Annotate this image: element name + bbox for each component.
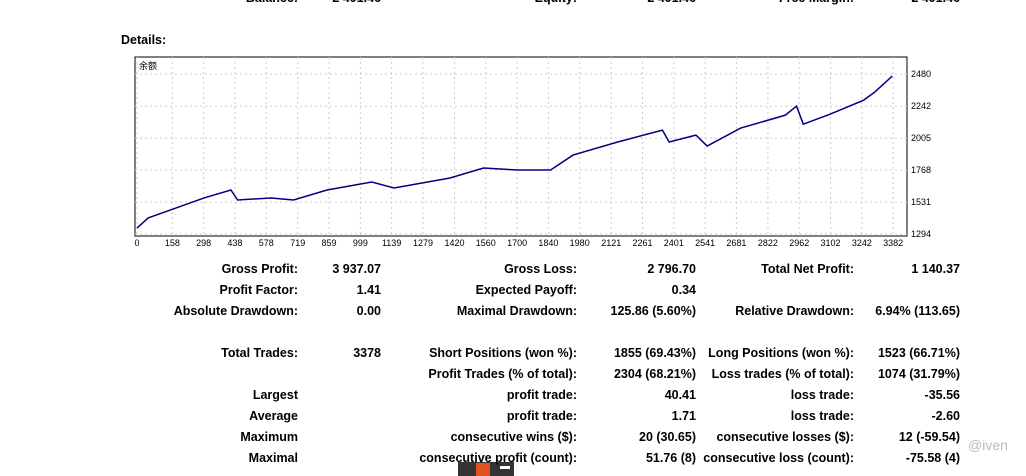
table-cell: 2 796.70 — [647, 262, 696, 276]
table-cell: -75.58 (4) — [906, 451, 960, 465]
table-cell: Maximum — [240, 430, 298, 444]
x-tick-label: 1560 — [476, 238, 496, 248]
x-tick-label: 2681 — [726, 238, 746, 248]
table-cell: 12 (-59.54) — [899, 430, 960, 444]
table-cell: -2.60 — [932, 409, 961, 423]
x-tick-label: 3102 — [821, 238, 841, 248]
x-tick-label: 2121 — [601, 238, 621, 248]
x-tick-label: 999 — [353, 238, 368, 248]
table-cell: Gross Profit: — [222, 262, 298, 276]
table-cell: 1.41 — [357, 283, 381, 297]
x-tick-label: 3242 — [852, 238, 872, 248]
x-tick-label: 2962 — [789, 238, 809, 248]
header-cell: Free Margin: — [779, 0, 854, 5]
taskbar-icon — [458, 462, 514, 476]
y-tick-label: 1768 — [911, 165, 931, 175]
header-cell: 2 491.46 — [911, 0, 960, 5]
table-cell: loss trade: — [791, 388, 854, 402]
x-tick-label: 2401 — [664, 238, 684, 248]
table-cell: profit trade: — [507, 388, 577, 402]
table-cell: 1.71 — [672, 409, 696, 423]
table-cell: 125.86 (5.60%) — [611, 304, 696, 318]
table-cell: Short Positions (won %): — [429, 346, 577, 360]
table-cell: 2304 (68.21%) — [614, 367, 696, 381]
x-tick-label: 2541 — [695, 238, 715, 248]
table-cell: Total Net Profit: — [761, 262, 854, 276]
y-tick-label: 2242 — [911, 101, 931, 111]
table-cell: Total Trades: — [221, 346, 298, 360]
table-cell: profit trade: — [507, 409, 577, 423]
table-cell: loss trade: — [791, 409, 854, 423]
details-label: Details: — [121, 33, 166, 47]
x-tick-label: 2822 — [758, 238, 778, 248]
x-tick-label: 1700 — [507, 238, 527, 248]
table-cell: 40.41 — [665, 388, 696, 402]
table-cell: 1855 (69.43%) — [614, 346, 696, 360]
header-cell: Equity: — [535, 0, 577, 5]
y-tick-label: 1294 — [911, 229, 931, 239]
x-tick-label: 578 — [259, 238, 274, 248]
header-cell: 2 491.46 — [332, 0, 381, 5]
table-cell: Maximal — [249, 451, 298, 465]
y-tick-label: 1531 — [911, 197, 931, 207]
x-tick-label: 3382 — [883, 238, 903, 248]
table-cell: Profit Factor: — [220, 283, 298, 297]
table-cell: 3378 — [353, 346, 381, 360]
table-cell: 51.76 (8) — [646, 451, 696, 465]
x-tick-label: 719 — [290, 238, 305, 248]
table-cell: 20 (30.65) — [639, 430, 696, 444]
table-cell: -35.56 — [925, 388, 960, 402]
table-cell: Long Positions (won %): — [708, 346, 854, 360]
watermark: @iven — [968, 437, 1008, 453]
x-tick-label: 859 — [322, 238, 337, 248]
x-tick-label: 2261 — [632, 238, 652, 248]
y-tick-label: 2005 — [911, 133, 931, 143]
x-tick-label: 1420 — [444, 238, 464, 248]
x-tick-label: 0 — [135, 238, 140, 248]
header-cell: 2 491.46 — [647, 0, 696, 5]
table-cell: Largest — [253, 388, 299, 402]
table-cell: Relative Drawdown: — [735, 304, 854, 318]
chart-frame — [134, 56, 908, 237]
table-cell: consecutive profit (count): — [419, 451, 577, 465]
balance-line — [136, 75, 893, 229]
table-cell: 1 140.37 — [911, 262, 960, 276]
x-tick-label: 298 — [196, 238, 211, 248]
table-cell: 3 937.07 — [332, 262, 381, 276]
x-tick-label: 1980 — [570, 238, 590, 248]
chart-title: 余额 — [139, 60, 157, 71]
x-tick-label: 158 — [165, 238, 180, 248]
table-cell: Maximal Drawdown: — [457, 304, 577, 318]
table-cell: Gross Loss: — [504, 262, 577, 276]
header-cell: Balance: — [246, 0, 298, 5]
table-cell: Loss trades (% of total): — [712, 367, 854, 381]
y-tick-label: 2480 — [911, 69, 931, 79]
table-cell: 0.34 — [672, 283, 696, 297]
table-cell: consecutive wins ($): — [451, 430, 577, 444]
table-cell: Expected Payoff: — [476, 283, 577, 297]
table-cell: Average — [249, 409, 298, 423]
x-tick-label: 438 — [227, 238, 242, 248]
table-cell: consecutive loss (count): — [703, 451, 854, 465]
table-cell: consecutive losses ($): — [716, 430, 854, 444]
table-cell: Profit Trades (% of total): — [428, 367, 577, 381]
x-tick-label: 1840 — [538, 238, 558, 248]
x-tick-label: 1279 — [413, 238, 433, 248]
x-tick-label: 1139 — [382, 238, 401, 248]
table-cell: 1523 (66.71%) — [878, 346, 960, 360]
table-cell: 6.94% (113.65) — [875, 304, 960, 318]
table-cell: Absolute Drawdown: — [174, 304, 298, 318]
table-cell: 0.00 — [357, 304, 381, 318]
table-cell: 1074 (31.79%) — [878, 367, 960, 381]
